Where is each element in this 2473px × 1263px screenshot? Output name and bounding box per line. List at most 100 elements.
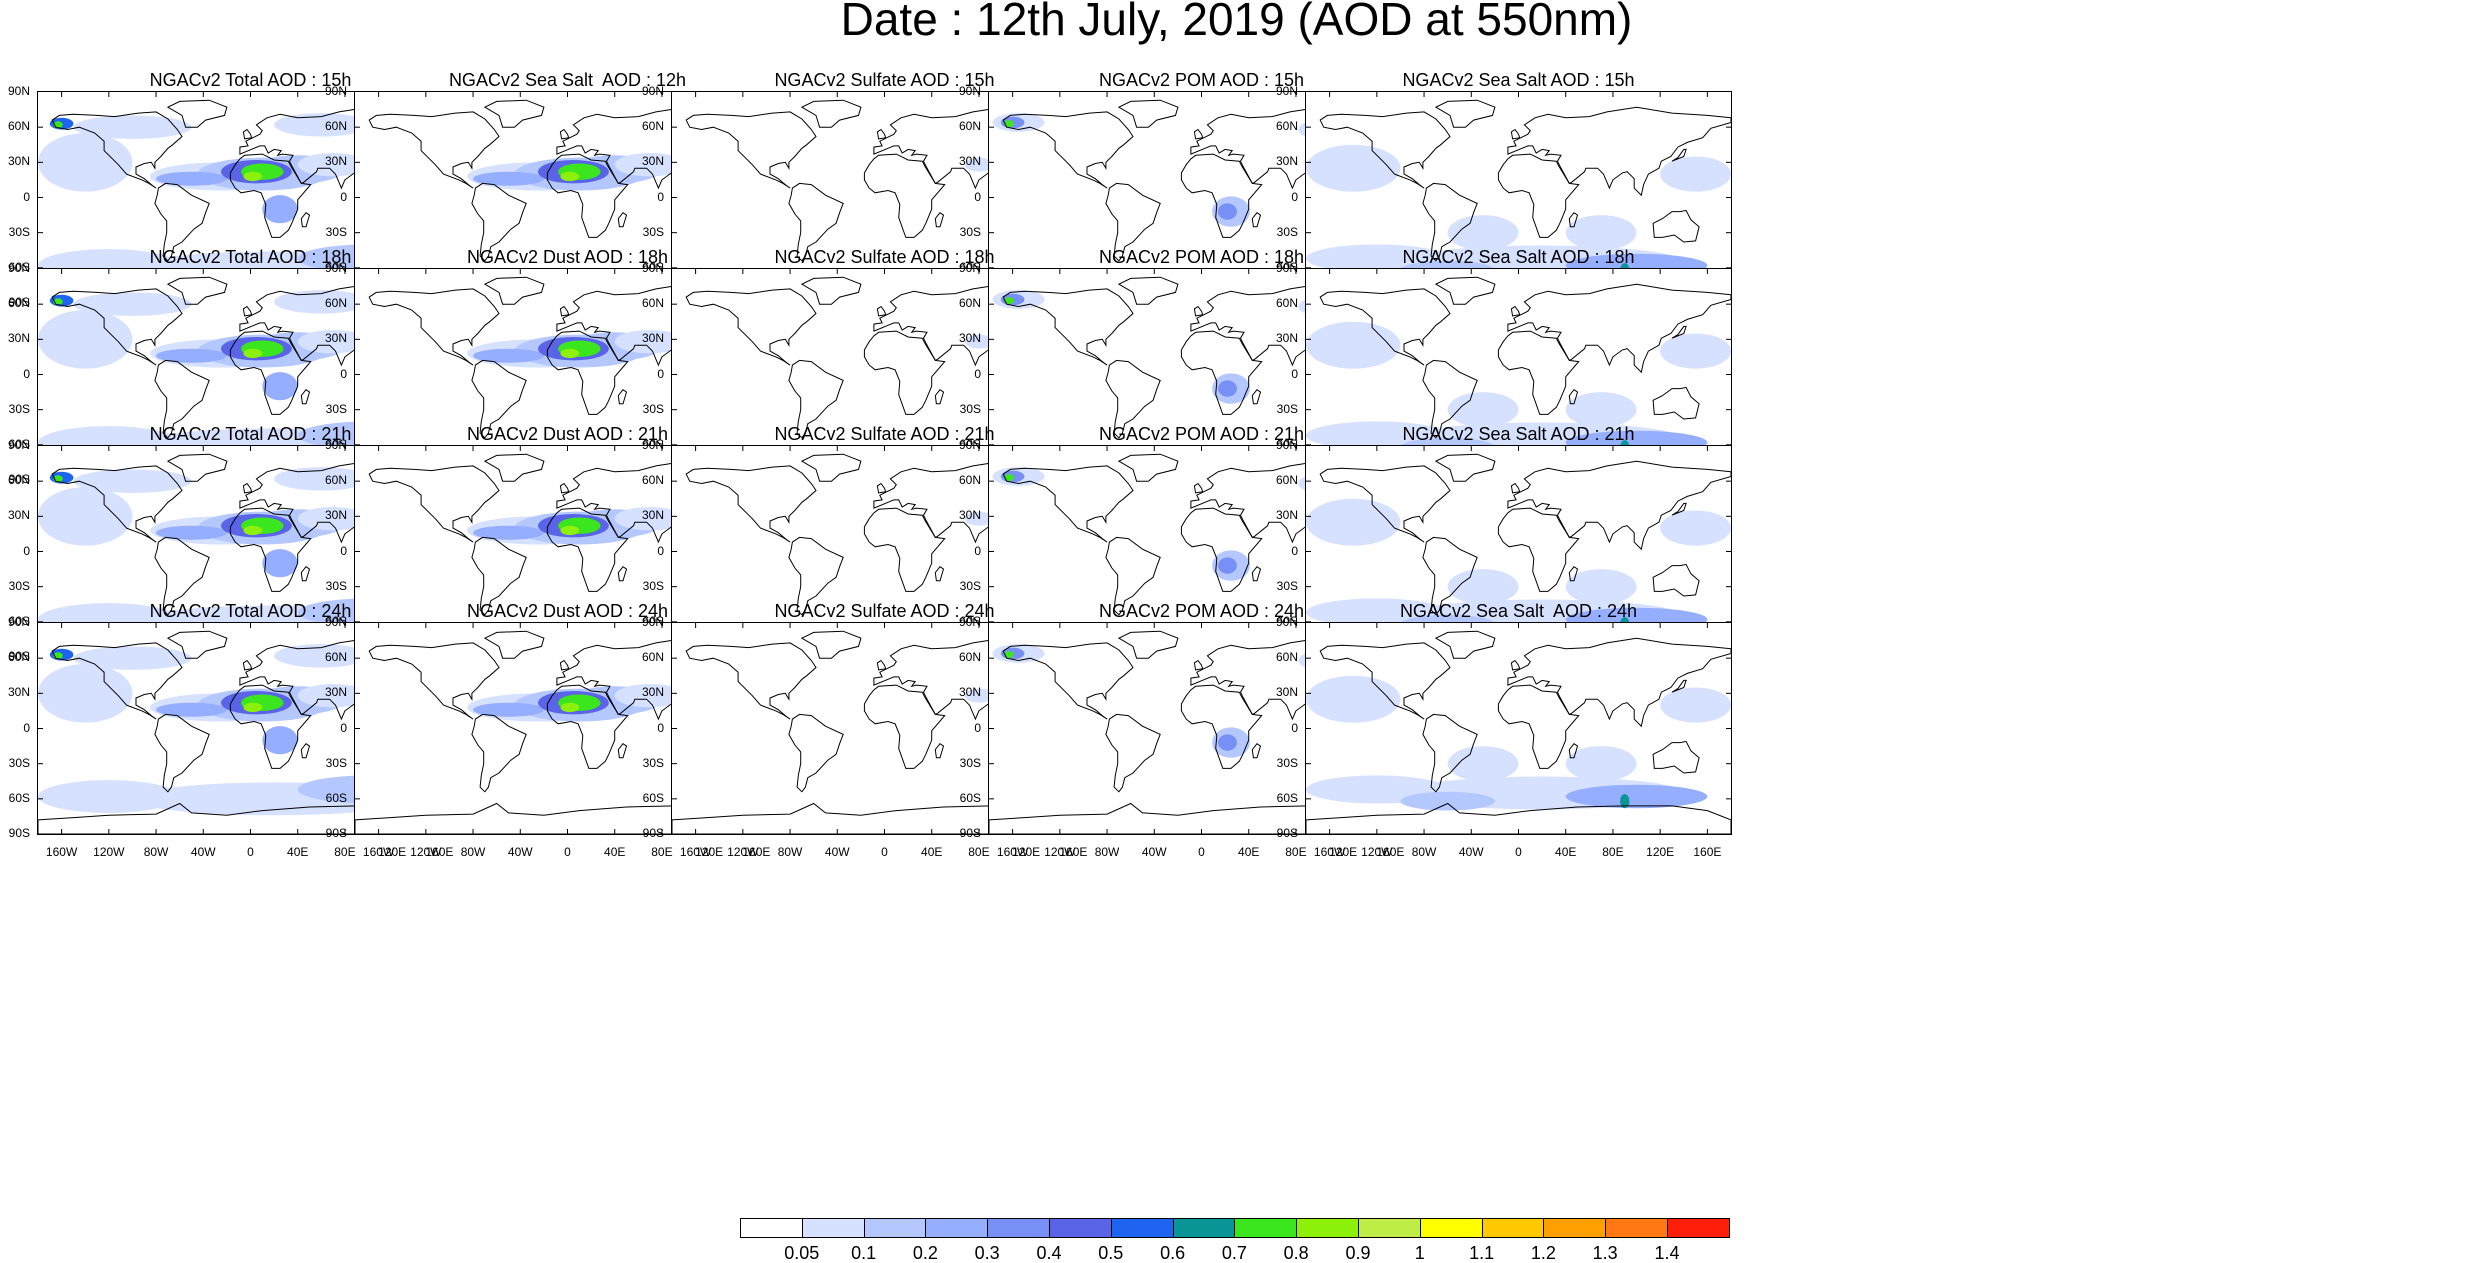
aod-shading	[38, 310, 133, 369]
coastline-madagascar	[1568, 389, 1579, 405]
lat-label: 30N	[324, 154, 347, 168]
aod-shading	[614, 152, 686, 177]
coastline-africa	[1180, 153, 1263, 238]
aod-shading	[243, 525, 263, 536]
lat-label: 90N	[1275, 84, 1298, 98]
coastline-australia	[1652, 386, 1700, 420]
lat-label: 60N	[641, 119, 664, 133]
aod-shading	[1004, 297, 1014, 305]
coastline-eurasia	[1507, 637, 1731, 728]
lon-label: 40E	[604, 845, 626, 859]
aod-shading	[614, 506, 686, 531]
lon-label: 40W	[1458, 845, 1484, 859]
lat-label: 30S	[1276, 756, 1298, 770]
coastline-greenland	[1434, 453, 1496, 482]
coastline-japan	[1671, 502, 1687, 516]
coastline-madagascar	[934, 212, 945, 228]
aod-shading	[73, 646, 192, 670]
lon-label: 40E	[921, 845, 943, 859]
coastline-northAmerica	[1002, 642, 1134, 720]
lon-label: 120E	[1012, 845, 1041, 859]
coastline-greenland	[483, 99, 545, 128]
lat-label: 0	[340, 544, 347, 558]
lat-label: 30S	[8, 579, 30, 593]
coastline-northAmerica	[368, 465, 500, 543]
lat-label: 90S	[8, 472, 30, 486]
coastline-southAmerica	[154, 359, 210, 439]
aod-shading	[473, 525, 544, 540]
lon-label: 120E	[378, 845, 407, 859]
aod-shading	[1447, 215, 1519, 251]
aod-shading	[1306, 675, 1401, 723]
aod-shading	[243, 702, 263, 713]
aod-shading	[1447, 569, 1519, 605]
lon-label: 40W	[190, 845, 216, 859]
lon-label: 80E	[651, 845, 673, 859]
lat-label: 0	[1291, 544, 1298, 558]
lon-label: 80W	[1411, 845, 1437, 859]
lat-label: 60N	[7, 119, 30, 133]
lat-label: 60N	[7, 650, 30, 664]
aod-shading	[1306, 321, 1401, 369]
coastline-greenland	[166, 99, 228, 128]
coastline-northAmerica	[1002, 288, 1134, 366]
coastline-southAmerica	[471, 536, 527, 616]
lat-label: 30S	[1276, 225, 1298, 239]
lat-label: 0	[23, 367, 30, 381]
coastline-greenland	[166, 630, 228, 659]
lat-label: 90N	[324, 261, 347, 275]
lon-label: 40W	[507, 845, 533, 859]
lat-label: 90S	[8, 295, 30, 309]
coastline-madagascar	[1568, 566, 1579, 582]
lat-label: 0	[23, 190, 30, 204]
lat-label: 60S	[8, 437, 30, 451]
coastline-northAmerica	[1002, 465, 1134, 543]
lat-label: 60N	[641, 650, 664, 664]
lat-label: 30S	[959, 756, 981, 770]
coastline-madagascar	[617, 212, 628, 228]
aod-shading	[1218, 380, 1237, 397]
coastline-africa	[863, 507, 946, 592]
coastline-australia	[1652, 563, 1700, 597]
aod-shading	[156, 702, 227, 717]
coastline-britain	[242, 128, 253, 140]
coastline-britain	[1510, 128, 1521, 140]
lat-label: 90S	[642, 826, 664, 840]
coastline-southAmerica	[788, 536, 844, 616]
coastline-africa	[546, 684, 629, 769]
coastline-eurasia	[1507, 460, 1731, 551]
coastline-australia	[1652, 740, 1700, 774]
lat-label: 90S	[325, 826, 347, 840]
aod-shading	[1660, 333, 1731, 369]
lon-label: 40E	[1238, 845, 1260, 859]
coastline-madagascar	[1251, 212, 1262, 228]
coastline-britain	[559, 305, 570, 317]
lat-label: 60N	[1275, 473, 1298, 487]
lat-label: 90N	[958, 261, 981, 275]
coastline-britain	[1510, 659, 1521, 671]
lat-label: 60S	[325, 791, 347, 805]
coastline-southAmerica	[788, 359, 844, 439]
lat-label: 30S	[642, 579, 664, 593]
lat-label: 60N	[958, 119, 981, 133]
coastline-africa	[546, 330, 629, 415]
coastline-greenland	[166, 453, 228, 482]
panel-title: NGACv2 Total AOD : 15h	[149, 70, 352, 90]
coastline-madagascar	[300, 212, 311, 228]
lat-label: 30S	[8, 225, 30, 239]
lat-label: 0	[23, 721, 30, 735]
coastline-southAmerica	[471, 182, 527, 262]
panel-title: NGACv2 Dust AOD : 21h	[466, 424, 669, 444]
coastline-northAmerica	[685, 642, 817, 720]
aod-shading	[1565, 392, 1637, 428]
aod-shading	[560, 702, 580, 713]
lon-label: 120W	[93, 845, 125, 859]
coastline-britain	[242, 482, 253, 494]
coastline-southAmerica	[1422, 182, 1478, 262]
lat-label: 60N	[958, 650, 981, 664]
lat-label: 60N	[1275, 119, 1298, 133]
lon-label: 120W	[410, 845, 442, 859]
coastline-southAmerica	[788, 182, 844, 262]
coastline-northAmerica	[51, 465, 183, 543]
coastline-africa	[1497, 684, 1580, 769]
